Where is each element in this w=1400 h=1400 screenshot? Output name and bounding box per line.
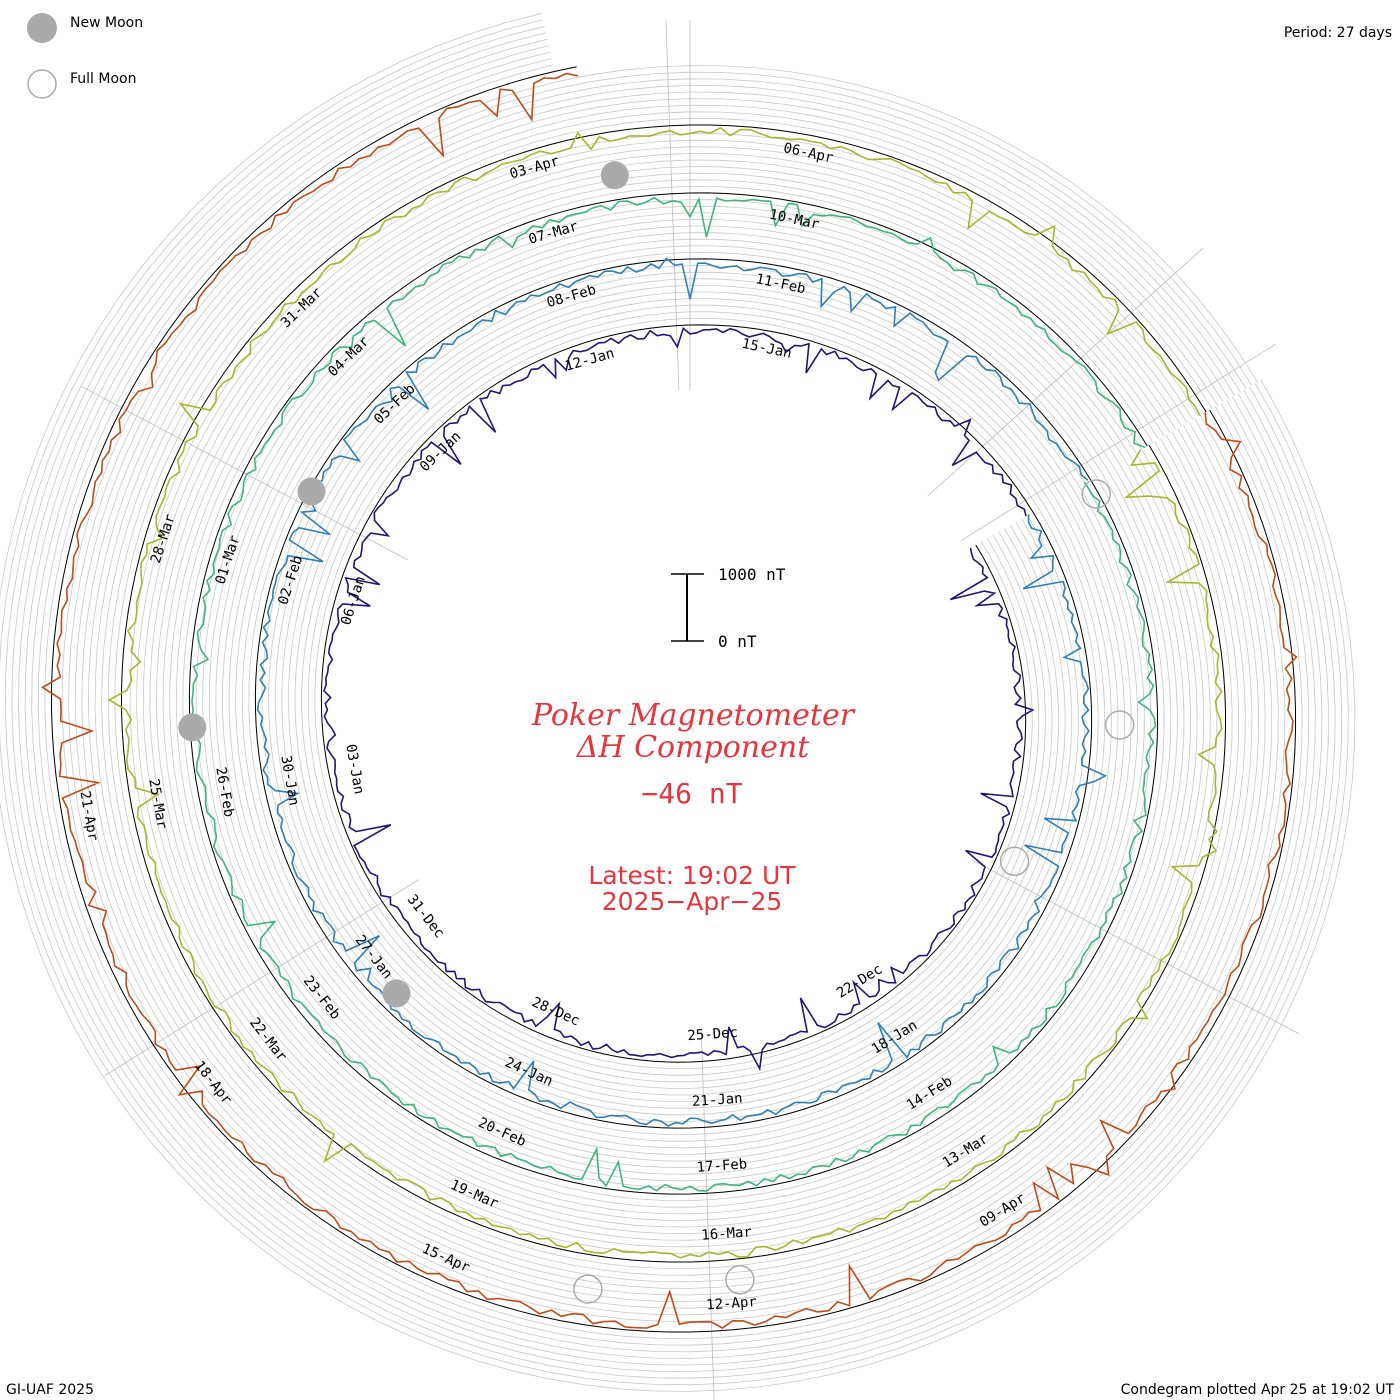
grid-radial-line — [104, 879, 419, 1076]
scale-bar: 1000 nT 0 nT — [671, 565, 786, 651]
date-label: 06-Apr — [782, 140, 835, 166]
zero-reference-spiral — [254, 258, 1093, 1129]
grid-layer — [0, 13, 1356, 1400]
grid-radial-line — [961, 344, 1276, 541]
trace-dec-jan — [323, 327, 1035, 1072]
grid-radial-line — [80, 385, 408, 561]
footer-plotted: Condegram plotted Apr 25 at 19:02 UT — [1121, 1382, 1395, 1398]
date-label: 03-Apr — [508, 153, 561, 182]
chart-subtitle: ΔH Component — [576, 730, 810, 765]
reference-circles — [51, 66, 1296, 1333]
new-moon-marker — [178, 713, 207, 742]
date-label: 19-Mar — [448, 1177, 501, 1212]
grid-spiral-arc — [129, 133, 1218, 1254]
grid-radial-line — [665, 20, 680, 391]
trace-mar-apr — [107, 126, 1223, 1259]
new-moon-marker — [297, 477, 326, 506]
zero-reference-spiral — [51, 66, 1296, 1333]
grid-spiral-arc — [18, 38, 1329, 1366]
date-label: 06-Jan — [338, 574, 369, 627]
trace-feb-mar — [191, 196, 1157, 1192]
full-moon-legend-label: Full Moon — [70, 71, 136, 87]
grid-spiral-arc — [294, 298, 1057, 1089]
zero-reference-spiral — [320, 324, 1034, 1063]
date-label: 18-Jan — [869, 1017, 920, 1057]
date-label: 10-Mar — [768, 207, 821, 233]
grid-spiral-arc — [4, 25, 1343, 1379]
chart-title: Poker Magnetometer — [531, 698, 856, 733]
date-label: 16-Mar — [701, 1224, 753, 1243]
date-label: 13-Mar — [940, 1131, 991, 1171]
grid-radial-line — [927, 248, 1204, 497]
date-label: 26-Feb — [212, 766, 237, 819]
grid-spiral-arc — [44, 64, 1303, 1340]
grid-spiral-arc — [0, 13, 1356, 1392]
grid-spiral-arc — [175, 179, 1172, 1208]
trace-jan-feb — [256, 257, 1108, 1127]
grid-spiral-arc — [156, 159, 1191, 1228]
grid-radial-line — [700, 1029, 715, 1400]
new-moon-legend-label: New Moon — [70, 15, 143, 31]
full-moon-marker — [725, 1265, 755, 1295]
data-traces — [41, 72, 1298, 1329]
date-label: 25-Mar — [145, 778, 170, 831]
grid-spiral-arc — [189, 192, 1158, 1195]
date-label: 22-Dec — [834, 961, 885, 1001]
date-label: 20-Feb — [476, 1115, 529, 1150]
new-moon-marker — [600, 161, 629, 190]
date-label: 21-Jan — [692, 1091, 744, 1110]
grid-spiral-arc — [37, 58, 1310, 1346]
grid-spiral-arc — [0, 19, 1349, 1386]
grid-spiral-arc — [255, 258, 1092, 1129]
date-label: 12-Jan — [563, 345, 616, 374]
new-moon-marker — [382, 979, 411, 1008]
trace-apr — [41, 72, 1298, 1329]
date-label: 17-Feb — [696, 1156, 748, 1175]
date-label: 27-Jan — [352, 932, 396, 982]
date-label: 09-Jan — [417, 429, 464, 476]
grid-spiral-arc — [149, 152, 1198, 1235]
grid-radial-line — [972, 859, 1300, 1035]
latest-date: 2025−Apr−25 — [602, 887, 783, 916]
full-moon-legend-icon — [27, 69, 57, 99]
full-moon-marker — [999, 846, 1030, 877]
date-label: 31-Dec — [404, 892, 448, 942]
grid-spiral-arc — [241, 245, 1106, 1142]
legend: New Moon Full Moon — [27, 13, 143, 99]
period-label: Period: 27 days — [1284, 25, 1392, 41]
date-label: 11-Feb — [754, 271, 807, 297]
new-moon-legend-icon — [27, 13, 57, 43]
scale-bar-bottom-label: 0 nT — [718, 632, 757, 651]
moon-markers — [178, 161, 1135, 1304]
date-label: 25-Dec — [687, 1025, 739, 1044]
zero-reference-spiral — [188, 192, 1159, 1195]
grid-spiral-arc — [307, 311, 1045, 1076]
zero-reference-spiral — [121, 124, 1226, 1263]
footer-credit: GI-UAF 2025 — [6, 1382, 94, 1398]
date-label: 23-Feb — [300, 973, 344, 1023]
scale-bar-top-label: 1000 nT — [718, 565, 786, 584]
date-label: 03-Jan — [342, 743, 367, 796]
date-label: 31-Mar — [278, 285, 325, 332]
full-moon-marker — [1081, 479, 1111, 509]
date-label: 15-Jan — [740, 336, 793, 362]
grid-spiral-arc — [31, 51, 1316, 1353]
full-moon-marker — [573, 1274, 603, 1304]
date-label: 09-Apr — [977, 1190, 1028, 1230]
grid-spiral-arc — [11, 32, 1336, 1373]
grid-spiral-arc — [101, 104, 1246, 1283]
date-label: 12-Apr — [706, 1294, 758, 1313]
latest-time: Latest: 19:02 UT — [588, 861, 796, 890]
grid-spiral-arc — [235, 238, 1112, 1149]
grid-spiral-arc — [24, 45, 1323, 1359]
grid-spiral-arc — [301, 304, 1051, 1083]
grid-spiral-arc — [222, 225, 1125, 1162]
full-moon-marker — [1104, 710, 1135, 740]
grid-spiral-arc — [228, 232, 1119, 1155]
current-value: −46 nT — [641, 777, 742, 810]
